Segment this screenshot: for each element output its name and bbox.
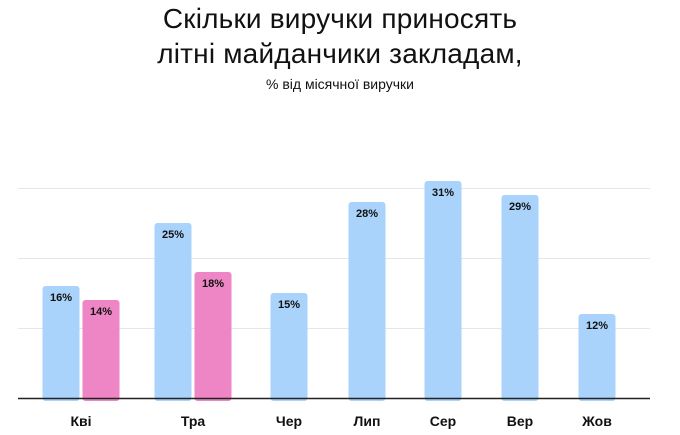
- bar-pink-2: [194, 272, 232, 401]
- data-label-blue-1: 16%: [50, 292, 72, 304]
- bar-blue-3: [270, 293, 308, 401]
- x-tick-label-4: Лип: [354, 413, 381, 429]
- data-label-blue-5: 31%: [432, 187, 454, 199]
- bar-pink-1: [82, 300, 120, 401]
- data-label-blue-4: 28%: [356, 208, 378, 220]
- x-tick-label-3: Чер: [276, 413, 302, 429]
- bar-blue-6: [501, 195, 539, 401]
- bar-blue-5: [424, 181, 462, 401]
- x-tick-label-2: Тра: [181, 413, 206, 429]
- data-label-blue-2: 25%: [162, 229, 184, 241]
- data-label-pink-1: 14%: [90, 306, 112, 318]
- data-label-pink-2: 18%: [202, 278, 224, 290]
- data-label-blue-7: 12%: [586, 320, 608, 332]
- bar-blue-4: [348, 202, 386, 401]
- x-tick-label-7: Жов: [581, 413, 612, 429]
- chart-subtitle: % від місячної виручки: [266, 76, 414, 92]
- bar-blue-1: [42, 286, 80, 401]
- bar-blue-2: [154, 223, 192, 401]
- chart-title-line-1: Скільки виручки приносять: [162, 3, 518, 34]
- data-label-blue-6: 29%: [509, 201, 531, 213]
- x-tick-label-5: Сер: [430, 413, 456, 429]
- chart-title-line-2: літні майданчики закладам,: [157, 38, 523, 69]
- data-label-blue-3: 15%: [278, 299, 300, 311]
- x-tick-label-6: Вер: [507, 413, 533, 429]
- bar-blue-7: [578, 314, 616, 401]
- x-tick-label-1: Кві: [70, 413, 91, 429]
